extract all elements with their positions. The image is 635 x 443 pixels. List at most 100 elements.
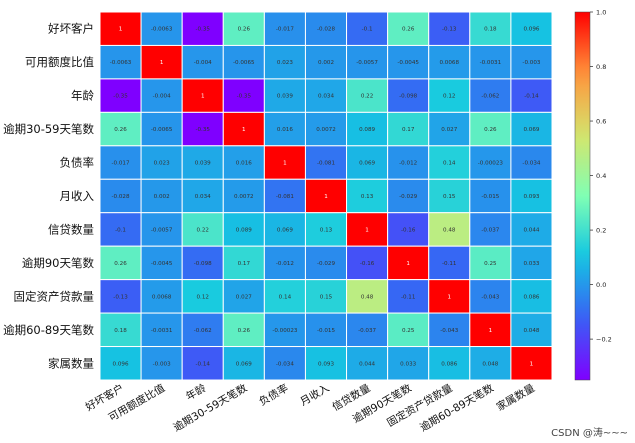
cell-value-label: 0.14 <box>279 294 292 300</box>
heatmap-cell <box>428 212 471 247</box>
cell-value-label: 0.093 <box>318 361 334 367</box>
heatmap-cell <box>304 78 348 113</box>
cell-value-label: 0.016 <box>236 161 252 167</box>
cell-value-label: 0.096 <box>523 27 539 33</box>
cell-value-label: -0.012 <box>276 261 294 267</box>
heatmap-cell <box>510 178 553 214</box>
cell-value-label: 1 <box>160 60 164 66</box>
cell-value-label: 0.048 <box>482 361 498 367</box>
cell-value-label: 0.033 <box>523 261 539 267</box>
cell-value-label: -0.017 <box>276 27 294 33</box>
cell-value-label: -0.0057 <box>356 60 378 66</box>
cell-value-label: 0.069 <box>277 227 293 233</box>
heatmap-cell <box>140 346 183 381</box>
cell-value-label: 0.12 <box>443 94 455 100</box>
heatmap-cell <box>304 212 348 247</box>
heatmap-cell <box>510 312 553 348</box>
heatmap-cell <box>428 312 471 348</box>
cell-value-label: 0.016 <box>277 127 293 133</box>
cell-value-label: -0.028 <box>112 194 130 200</box>
heatmap-cell <box>181 212 224 247</box>
cell-value-label: 0.0072 <box>234 194 254 200</box>
heatmap-cell <box>387 312 430 348</box>
cell-value-label: -0.015 <box>317 328 335 334</box>
colorbar-tick-label: 0.6 <box>596 117 606 125</box>
cell-value-label: -0.043 <box>440 328 458 334</box>
heatmap-cell <box>140 212 183 247</box>
heatmap-cell <box>99 245 142 281</box>
cell-value-label: 0.023 <box>154 161 170 167</box>
cell-value-label: 0.22 <box>361 94 373 100</box>
heatmap-cell <box>428 44 471 80</box>
heatmap-cell <box>428 78 471 113</box>
cell-value-label: 0.26 <box>484 127 497 133</box>
heatmap-cell <box>99 279 142 314</box>
heatmap-cell <box>387 346 430 381</box>
row-label: 可用额度比值 <box>25 55 94 69</box>
heatmap-cell <box>99 11 142 46</box>
heatmap-cell <box>387 11 430 46</box>
cell-value-label: 1 <box>365 227 369 233</box>
heatmap-cell <box>99 212 142 247</box>
cell-value-label: -0.034 <box>276 361 294 367</box>
cell-value-label: 0.26 <box>114 127 127 133</box>
heatmap-cell <box>181 111 224 147</box>
heatmap-cell <box>304 178 348 214</box>
cell-value-label: 0.048 <box>523 328 539 334</box>
heatmap-cell <box>469 245 512 281</box>
heatmap-cell <box>428 279 471 314</box>
colorbar-tick-label: 0.0 <box>596 281 606 289</box>
cell-value-label: 1 <box>447 294 451 300</box>
cell-value-label: -0.017 <box>112 161 130 167</box>
heatmap-cell <box>346 212 389 247</box>
cell-value-label: -0.098 <box>399 94 417 100</box>
cell-value-label: -0.35 <box>195 127 210 133</box>
cell-value-label: -0.0057 <box>151 227 173 233</box>
column-label: 逾期30-59天笔数 <box>171 381 250 434</box>
heatmap-cell <box>469 212 512 247</box>
cell-value-label: -0.00023 <box>478 161 504 167</box>
row-label: 好坏客户 <box>48 22 94 36</box>
colorbar-tick-label: 1.0 <box>596 8 606 16</box>
cell-value-label: -0.062 <box>194 328 212 334</box>
cell-value-label: 1 <box>530 361 534 367</box>
cell-value-label: -0.015 <box>481 194 499 200</box>
column-label: 负债率 <box>257 381 291 408</box>
heatmap-cell <box>222 245 265 281</box>
cell-value-label: -0.13 <box>442 27 457 33</box>
cell-value-label: -0.037 <box>358 328 376 334</box>
heatmap-cell <box>469 44 512 80</box>
cell-value-label: 0.093 <box>523 194 539 200</box>
cell-value-label: -0.13 <box>113 294 128 300</box>
heatmap-cell <box>99 346 142 381</box>
cell-value-label: -0.1 <box>362 27 373 33</box>
row-labels: 好坏客户可用额度比值年龄逾期30-59天笔数负债率月收入信贷数量逾期90天笔数固… <box>3 22 94 371</box>
heatmap-cell <box>263 44 306 80</box>
heatmap-cell <box>346 245 389 281</box>
heatmap-cell <box>99 145 142 180</box>
heatmap-cell <box>304 312 348 348</box>
cell-value-label: -0.11 <box>442 261 457 267</box>
heatmap-cell <box>263 145 306 180</box>
cell-value-label: 0.069 <box>523 127 539 133</box>
heatmap-cell <box>510 245 553 281</box>
row-label: 信贷数量 <box>48 222 94 236</box>
cell-value-label: 0.069 <box>236 361 252 367</box>
cell-value-label: 0.15 <box>320 294 333 300</box>
heatmap-cell <box>304 11 348 46</box>
heatmap-cell <box>181 145 224 180</box>
cell-value-label: 0.027 <box>441 127 457 133</box>
cell-value-label: 0.18 <box>484 27 497 33</box>
heatmap-cell <box>222 212 265 247</box>
heatmap-cell <box>181 44 224 80</box>
cell-value-label: -0.00023 <box>272 328 298 334</box>
column-label: 逾期60-89天笔数 <box>417 381 496 434</box>
cell-value-label: 1 <box>242 127 246 133</box>
cell-value-label: -0.0031 <box>480 60 502 66</box>
colorbar-tick-label: 0.2 <box>596 226 606 234</box>
cell-value-label: -0.35 <box>113 94 128 100</box>
row-label: 负债率 <box>60 156 95 170</box>
cell-value-label: -0.1 <box>115 227 126 233</box>
heatmap-cell <box>510 346 553 381</box>
